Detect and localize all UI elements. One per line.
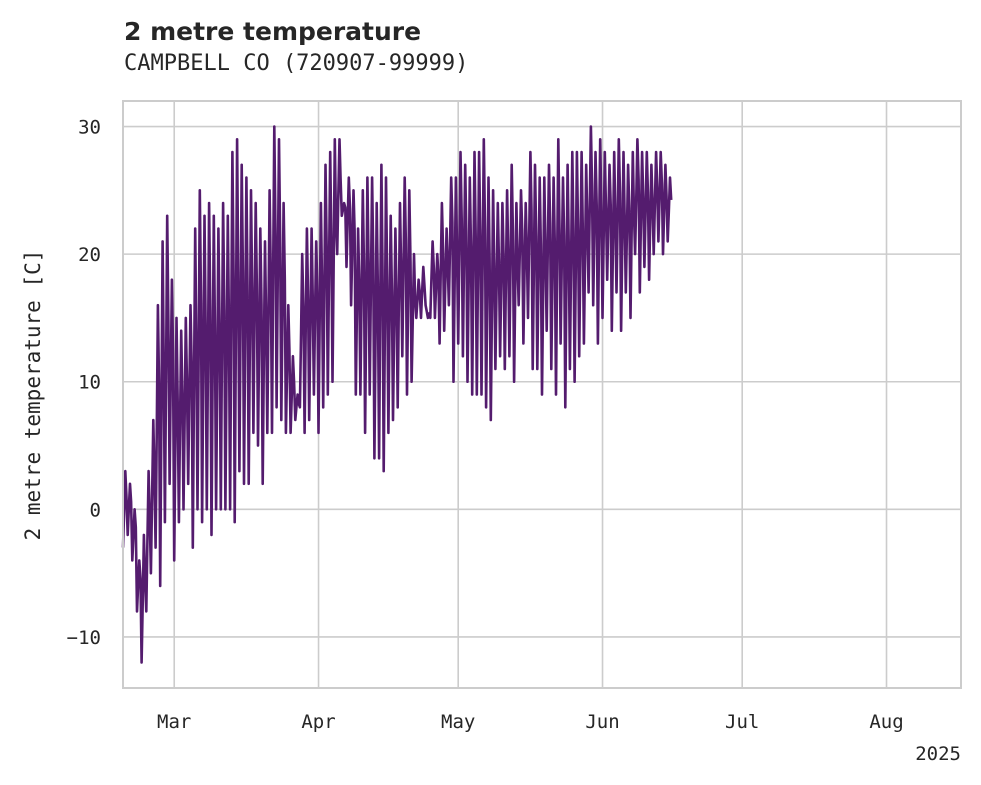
plot-frame xyxy=(122,100,962,689)
y-tick-label: 20 xyxy=(78,244,101,266)
x-axis-offset-label: 2025 xyxy=(915,743,961,765)
tick-labels: −10 0 10 20 30 Mar Apr May Jun Jul Aug xyxy=(67,117,904,733)
y-tick-label: 0 xyxy=(90,499,101,521)
y-tick-label: 30 xyxy=(78,117,101,139)
x-tick-label: Apr xyxy=(301,711,335,733)
y-axis-label: 2 metre temperature [C] xyxy=(21,250,45,541)
y-tick-label: −10 xyxy=(67,627,101,649)
x-tick-label: May xyxy=(441,711,475,733)
series-layer xyxy=(121,125,673,664)
chart-subtitle: CAMPBELL CO (720907-99999) xyxy=(124,51,469,76)
y-tick-label: 10 xyxy=(78,372,101,394)
temperature-series-line xyxy=(121,125,673,664)
x-tick-label: Aug xyxy=(869,711,903,733)
chart-title: 2 metre temperature xyxy=(124,17,422,46)
x-tick-label: Mar xyxy=(157,711,191,733)
x-tick-label: Jul xyxy=(725,711,759,733)
x-tick-label: Jun xyxy=(585,711,619,733)
